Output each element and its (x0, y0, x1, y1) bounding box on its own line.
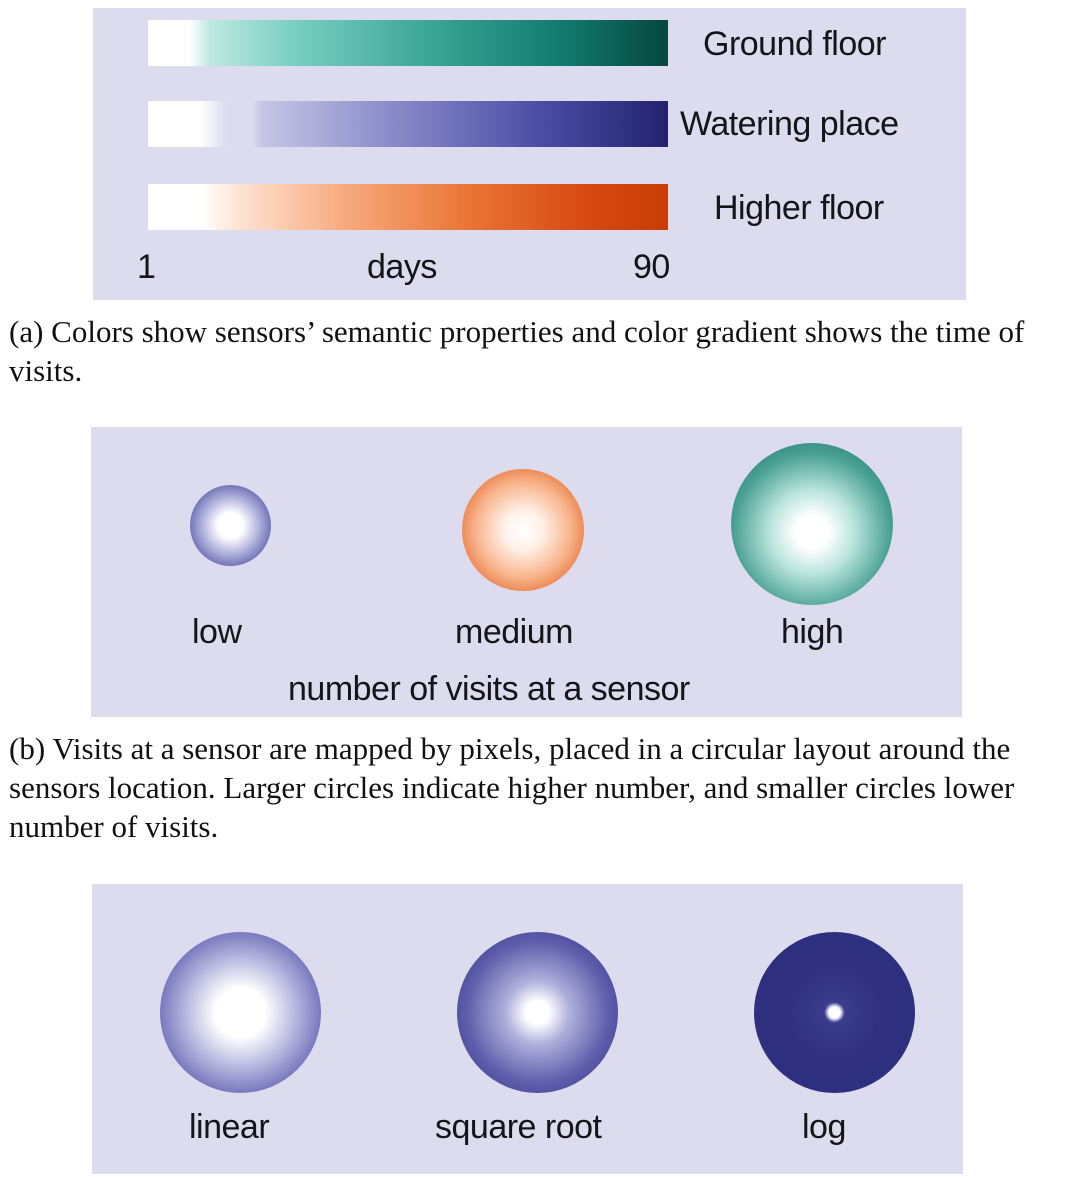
medium-label: medium (455, 613, 573, 651)
gradient-legend-panel: Ground floor Watering place Higher floor… (93, 8, 966, 300)
scaling-legend-panel: linear square root log (92, 884, 963, 1174)
axis-start-label: 1 (137, 248, 156, 286)
high-label: high (781, 613, 844, 651)
log-label: log (802, 1108, 846, 1146)
linear-scale-circle (160, 932, 321, 1093)
ground-floor-gradient-bar (148, 20, 668, 66)
square-root-label: square root (435, 1108, 602, 1146)
log-scale-circle (754, 932, 915, 1093)
axis-days-label: days (367, 248, 437, 286)
ground-floor-label: Ground floor (703, 25, 887, 63)
visits-legend-title: number of visits at a sensor (288, 670, 690, 708)
caption-a: (a) Colors show sensors’ semantic proper… (9, 314, 1025, 388)
watering-place-gradient-bar (148, 101, 668, 147)
high-visits-circle (731, 443, 893, 605)
medium-visits-circle (462, 469, 584, 591)
low-label: low (192, 613, 242, 651)
linear-label: linear (189, 1108, 270, 1146)
square-root-scale-circle (457, 932, 618, 1093)
axis-end-label: 90 (633, 248, 670, 286)
low-visits-circle (190, 485, 271, 566)
caption-b: (b) Visits at a sensor are mapped by pix… (9, 731, 1015, 844)
watering-place-label: Watering place (680, 105, 899, 143)
higher-floor-label: Higher floor (714, 189, 884, 227)
higher-floor-gradient-bar (148, 184, 668, 230)
circle-size-legend-panel: low medium high number of visits at a se… (91, 427, 962, 717)
